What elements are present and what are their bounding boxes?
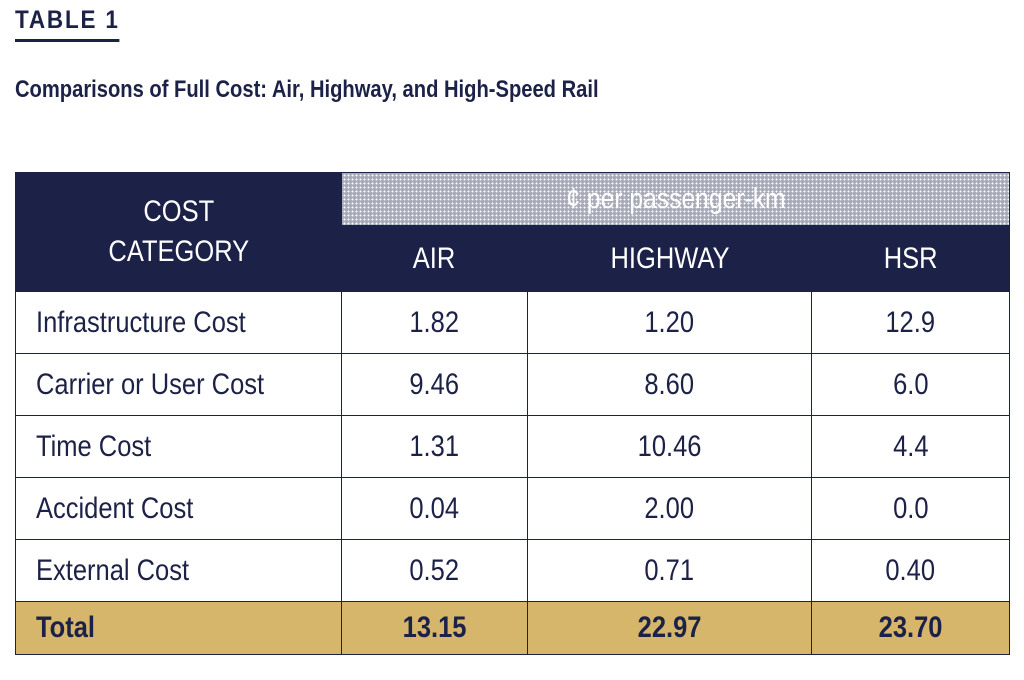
cost-category-header-line2: CATEGORY [108, 235, 249, 268]
row-category: Time Cost [15, 415, 342, 478]
total-row: Total 13.15 22.97 23.70 [15, 601, 1011, 655]
table-caption: Comparisons of Full Cost: Air, Highway, … [15, 76, 599, 103]
row-category: Accident Cost [15, 477, 342, 540]
cell-air: 9.46 [341, 353, 528, 416]
cell-air: 0.04 [341, 477, 528, 540]
total-air: 13.15 [341, 601, 528, 655]
cell-air: 0.52 [341, 539, 528, 602]
total-label: Total [15, 601, 342, 655]
cell-air: 1.31 [341, 415, 528, 478]
header-row-modes: AIR HIGHWAY HSR [16, 225, 1011, 292]
cost-category-header: COST CATEGORY [15, 172, 342, 292]
total-hsr: 23.70 [810, 601, 1011, 655]
cell-air: 1.82 [341, 291, 528, 354]
cell-highway: 10.46 [527, 415, 812, 478]
cell-hsr: 6.0 [810, 353, 1011, 416]
table-row: External Cost 0.52 0.71 0.40 [15, 539, 1011, 602]
table-row: Infrastructure Cost 1.82 1.20 12.9 [15, 291, 1011, 354]
row-category: Carrier or User Cost [15, 353, 342, 416]
cost-comparison-table: COST CATEGORY ¢ per passenger-km AIR HIG… [15, 171, 1011, 655]
column-header-hsr: HSR [810, 225, 1011, 292]
unit-header: ¢ per passenger-km [340, 171, 1011, 227]
cell-highway: 8.60 [527, 353, 812, 416]
table-number-label: TABLE 1 [15, 6, 120, 42]
cell-hsr: 0.0 [810, 477, 1011, 540]
header-row-unit: COST CATEGORY ¢ per passenger-km [15, 171, 1011, 292]
row-category: External Cost [15, 539, 342, 602]
table-row: Carrier or User Cost 9.46 8.60 6.0 [15, 353, 1011, 416]
column-header-highway: HIGHWAY [527, 225, 812, 292]
table-row: Time Cost 1.31 10.46 4.4 [15, 415, 1011, 478]
cell-highway: 2.00 [527, 477, 812, 540]
cell-hsr: 12.9 [810, 291, 1011, 354]
table-row: Accident Cost 0.04 2.00 0.0 [15, 477, 1011, 540]
cost-category-header-line1: COST [143, 195, 214, 228]
cost-comparison-table-container: COST CATEGORY ¢ per passenger-km AIR HIG… [15, 171, 1011, 664]
cell-hsr: 0.40 [810, 539, 1011, 602]
cell-highway: 0.71 [527, 539, 812, 602]
column-header-air: AIR [341, 225, 528, 292]
cell-highway: 1.20 [527, 291, 812, 354]
row-category: Infrastructure Cost [15, 291, 342, 354]
total-highway: 22.97 [527, 601, 812, 655]
cell-hsr: 4.4 [810, 415, 1011, 478]
